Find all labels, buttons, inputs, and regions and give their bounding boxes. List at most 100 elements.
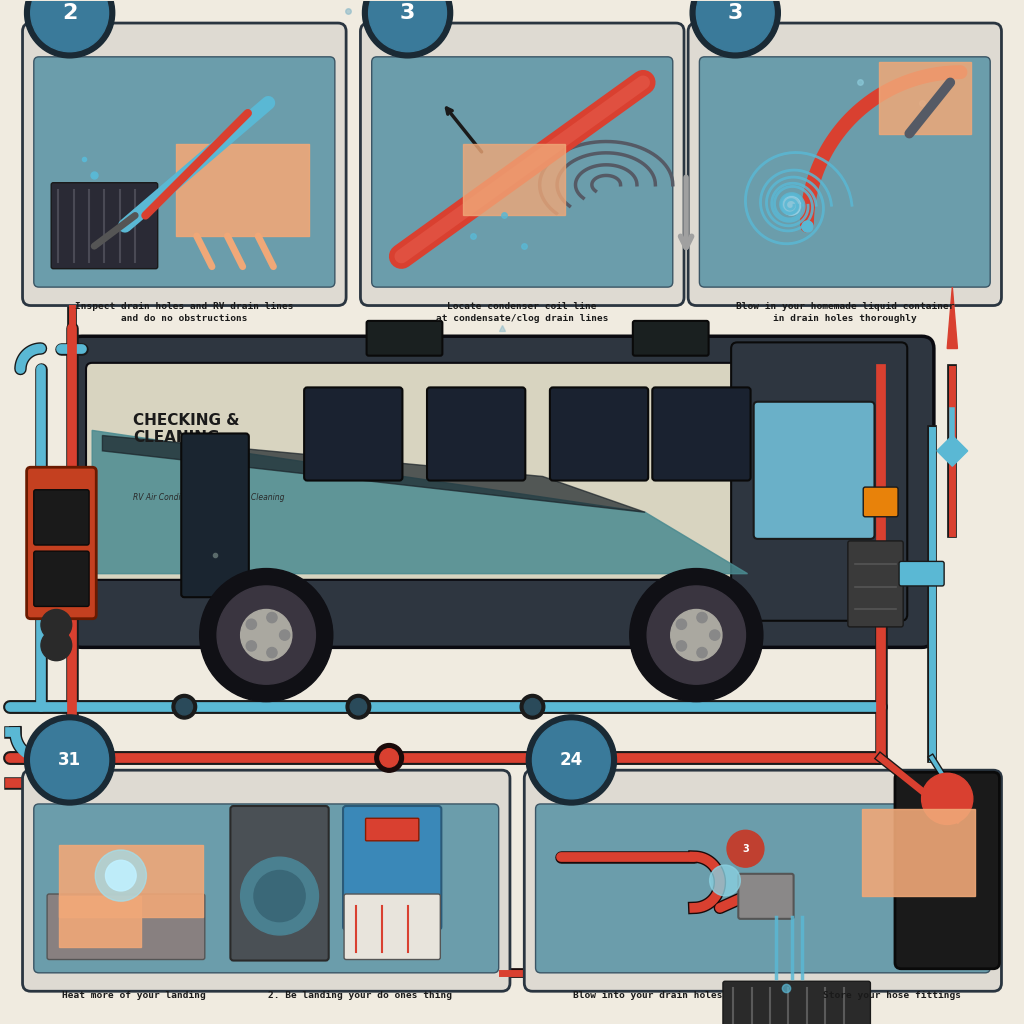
Text: 24: 24 (560, 751, 583, 769)
FancyBboxPatch shape (848, 541, 903, 627)
Circle shape (95, 850, 146, 901)
Circle shape (539, 743, 567, 772)
Circle shape (690, 0, 780, 57)
Circle shape (350, 698, 367, 715)
Circle shape (217, 586, 315, 684)
FancyBboxPatch shape (550, 387, 648, 480)
FancyBboxPatch shape (34, 489, 89, 545)
Circle shape (520, 694, 545, 719)
Circle shape (362, 0, 453, 57)
Polygon shape (947, 287, 957, 348)
Circle shape (31, 721, 109, 799)
FancyBboxPatch shape (344, 894, 440, 959)
Polygon shape (59, 845, 203, 916)
FancyBboxPatch shape (304, 387, 402, 480)
FancyBboxPatch shape (524, 770, 1001, 991)
Circle shape (676, 641, 686, 651)
FancyBboxPatch shape (738, 873, 794, 919)
Text: 3: 3 (399, 3, 416, 23)
Text: 2. Be landing your do ones thing: 2. Be landing your do ones thing (268, 991, 453, 1000)
FancyBboxPatch shape (34, 56, 335, 287)
Circle shape (41, 630, 72, 660)
Circle shape (710, 865, 740, 896)
Circle shape (346, 694, 371, 719)
Circle shape (697, 612, 708, 623)
Circle shape (380, 749, 398, 767)
Circle shape (105, 860, 136, 891)
FancyBboxPatch shape (366, 818, 419, 841)
FancyBboxPatch shape (367, 321, 442, 355)
FancyBboxPatch shape (47, 894, 205, 959)
FancyBboxPatch shape (372, 56, 673, 287)
Circle shape (697, 647, 708, 657)
FancyBboxPatch shape (23, 24, 346, 305)
FancyBboxPatch shape (70, 336, 934, 647)
Circle shape (254, 870, 305, 922)
Text: Heat more of your landing: Heat more of your landing (62, 991, 206, 1000)
Polygon shape (879, 61, 971, 133)
Text: 31: 31 (58, 751, 81, 769)
FancyBboxPatch shape (34, 551, 89, 606)
Circle shape (532, 721, 610, 799)
Text: RV Air Conditioner Drain Lines Cleaning: RV Air Conditioner Drain Lines Cleaning (133, 493, 285, 502)
Circle shape (200, 568, 333, 701)
Circle shape (524, 698, 541, 715)
Text: Inspect drain holes and RV drain lines
and do no obstructions: Inspect drain holes and RV drain lines a… (75, 302, 294, 324)
FancyBboxPatch shape (34, 804, 499, 973)
FancyBboxPatch shape (23, 770, 510, 991)
FancyBboxPatch shape (51, 182, 158, 268)
FancyBboxPatch shape (863, 487, 898, 517)
Circle shape (647, 586, 745, 684)
FancyBboxPatch shape (181, 433, 249, 597)
Circle shape (727, 830, 764, 867)
FancyBboxPatch shape (27, 467, 96, 618)
FancyBboxPatch shape (731, 342, 907, 621)
Circle shape (246, 620, 256, 630)
Polygon shape (102, 435, 645, 512)
Polygon shape (862, 809, 975, 896)
Text: Store your hose fittings: Store your hose fittings (823, 991, 961, 1000)
Circle shape (172, 694, 197, 719)
FancyBboxPatch shape (723, 981, 870, 1024)
FancyBboxPatch shape (895, 772, 999, 969)
Circle shape (241, 609, 292, 660)
FancyBboxPatch shape (688, 24, 1001, 305)
Circle shape (241, 857, 318, 935)
Polygon shape (937, 435, 968, 466)
Circle shape (544, 749, 562, 767)
Circle shape (280, 630, 290, 640)
Circle shape (246, 641, 256, 651)
FancyBboxPatch shape (754, 401, 874, 539)
Polygon shape (59, 896, 141, 947)
Text: 3: 3 (742, 844, 749, 854)
Circle shape (676, 620, 686, 630)
Circle shape (267, 647, 278, 657)
FancyBboxPatch shape (360, 24, 684, 305)
Circle shape (267, 612, 278, 623)
Polygon shape (463, 143, 565, 215)
Text: Blow in your homemade liquid container
in drain holes thoroughly: Blow in your homemade liquid container i… (735, 302, 954, 324)
Text: 3: 3 (727, 3, 743, 23)
Text: CHECKING &
CLEANING: CHECKING & CLEANING (133, 413, 240, 445)
Circle shape (369, 0, 446, 51)
Text: 2: 2 (61, 3, 78, 23)
Circle shape (176, 698, 193, 715)
FancyBboxPatch shape (536, 804, 990, 973)
Circle shape (31, 0, 109, 51)
FancyBboxPatch shape (427, 387, 525, 480)
FancyBboxPatch shape (899, 561, 944, 586)
Circle shape (526, 715, 616, 805)
Polygon shape (92, 430, 748, 573)
Circle shape (671, 609, 722, 660)
Text: Blow into your drain holes: Blow into your drain holes (573, 991, 722, 1000)
FancyBboxPatch shape (633, 321, 709, 355)
FancyBboxPatch shape (230, 806, 329, 961)
FancyBboxPatch shape (86, 362, 754, 580)
FancyBboxPatch shape (343, 806, 441, 930)
Circle shape (41, 609, 72, 640)
FancyBboxPatch shape (699, 56, 990, 287)
Circle shape (375, 743, 403, 772)
Circle shape (25, 715, 115, 805)
Circle shape (630, 568, 763, 701)
Circle shape (710, 630, 720, 640)
